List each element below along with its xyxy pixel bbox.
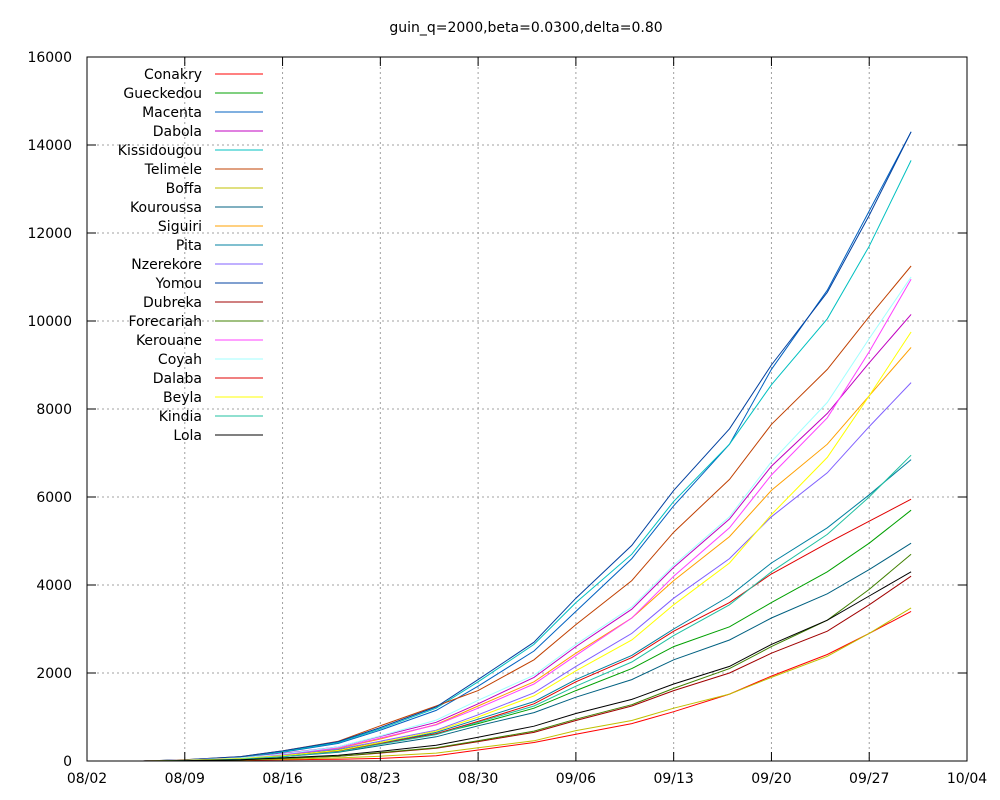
legend-label: Forecariah: [128, 314, 202, 330]
series-lines: [142, 131, 912, 762]
x-tick-label: 08/30: [458, 771, 498, 787]
series-line-beyla: [142, 331, 912, 762]
legend-label: Kerouane: [136, 333, 202, 349]
x-tick-label: 08/16: [262, 771, 302, 787]
legend-label: Conakry: [144, 67, 202, 83]
legend-label: Kissidougou: [118, 143, 202, 159]
x-tick-label: 08/02: [67, 771, 107, 787]
x-tick-label: 09/13: [653, 771, 693, 787]
legend-label: Coyah: [158, 352, 202, 368]
series-line-kindia: [142, 454, 912, 762]
axis-ticks: 0 2000 4000 6000 8000 10000 12000 14000 16000 08/…: [27, 50, 987, 787]
legend-label: Yomou: [155, 276, 202, 292]
legend-label: Dabola: [153, 124, 202, 140]
y-tick-label: 2000: [36, 666, 72, 682]
legend-label: Nzerekore: [131, 257, 202, 273]
legend: Conakry Gueckedou Macenta Dabola Kissidougou…: [118, 67, 263, 444]
grid: [87, 57, 967, 761]
legend-label: Telimele: [144, 162, 202, 178]
legend-label: Boffa: [166, 181, 202, 197]
x-tick-label: 09/06: [556, 771, 596, 787]
series-line-boffa: [142, 607, 912, 762]
y-tick-label: 6000: [36, 490, 72, 506]
y-tick-label: 16000: [27, 50, 72, 66]
legend-label: Pita: [176, 238, 202, 254]
legend-label: Dalaba: [153, 371, 202, 387]
series-line-coyah: [142, 276, 912, 762]
legend-label: Siguiri: [158, 219, 202, 235]
legend-label: Beyla: [163, 390, 202, 406]
x-tick-label: 10/04: [947, 771, 987, 787]
y-tick-label: 4000: [36, 578, 72, 594]
y-tick-label: 12000: [27, 226, 72, 242]
series-line-kissidougou: [142, 160, 912, 762]
series-line-yomou: [142, 131, 912, 762]
y-tick-label: 8000: [36, 402, 72, 418]
y-tick-label: 14000: [27, 138, 72, 154]
legend-label: Dubreka: [143, 295, 202, 311]
x-tick-label: 08/09: [165, 771, 205, 787]
legend-label: Lola: [173, 428, 202, 444]
x-tick-label: 09/20: [751, 771, 791, 787]
legend-label: Kindia: [159, 409, 202, 425]
x-tick-label: 09/27: [849, 771, 889, 787]
x-tick-label: 08/23: [360, 771, 400, 787]
series-line-lola: [142, 571, 912, 762]
chart-title: guin_q=2000,beta=0.0300,delta=0.80: [389, 20, 662, 36]
y-tick-label: 0: [63, 754, 72, 770]
legend-label: Gueckedou: [123, 86, 202, 102]
legend-label: Macenta: [142, 105, 202, 121]
y-tick-label: 10000: [27, 314, 72, 330]
legend-label: Kouroussa: [130, 200, 202, 216]
